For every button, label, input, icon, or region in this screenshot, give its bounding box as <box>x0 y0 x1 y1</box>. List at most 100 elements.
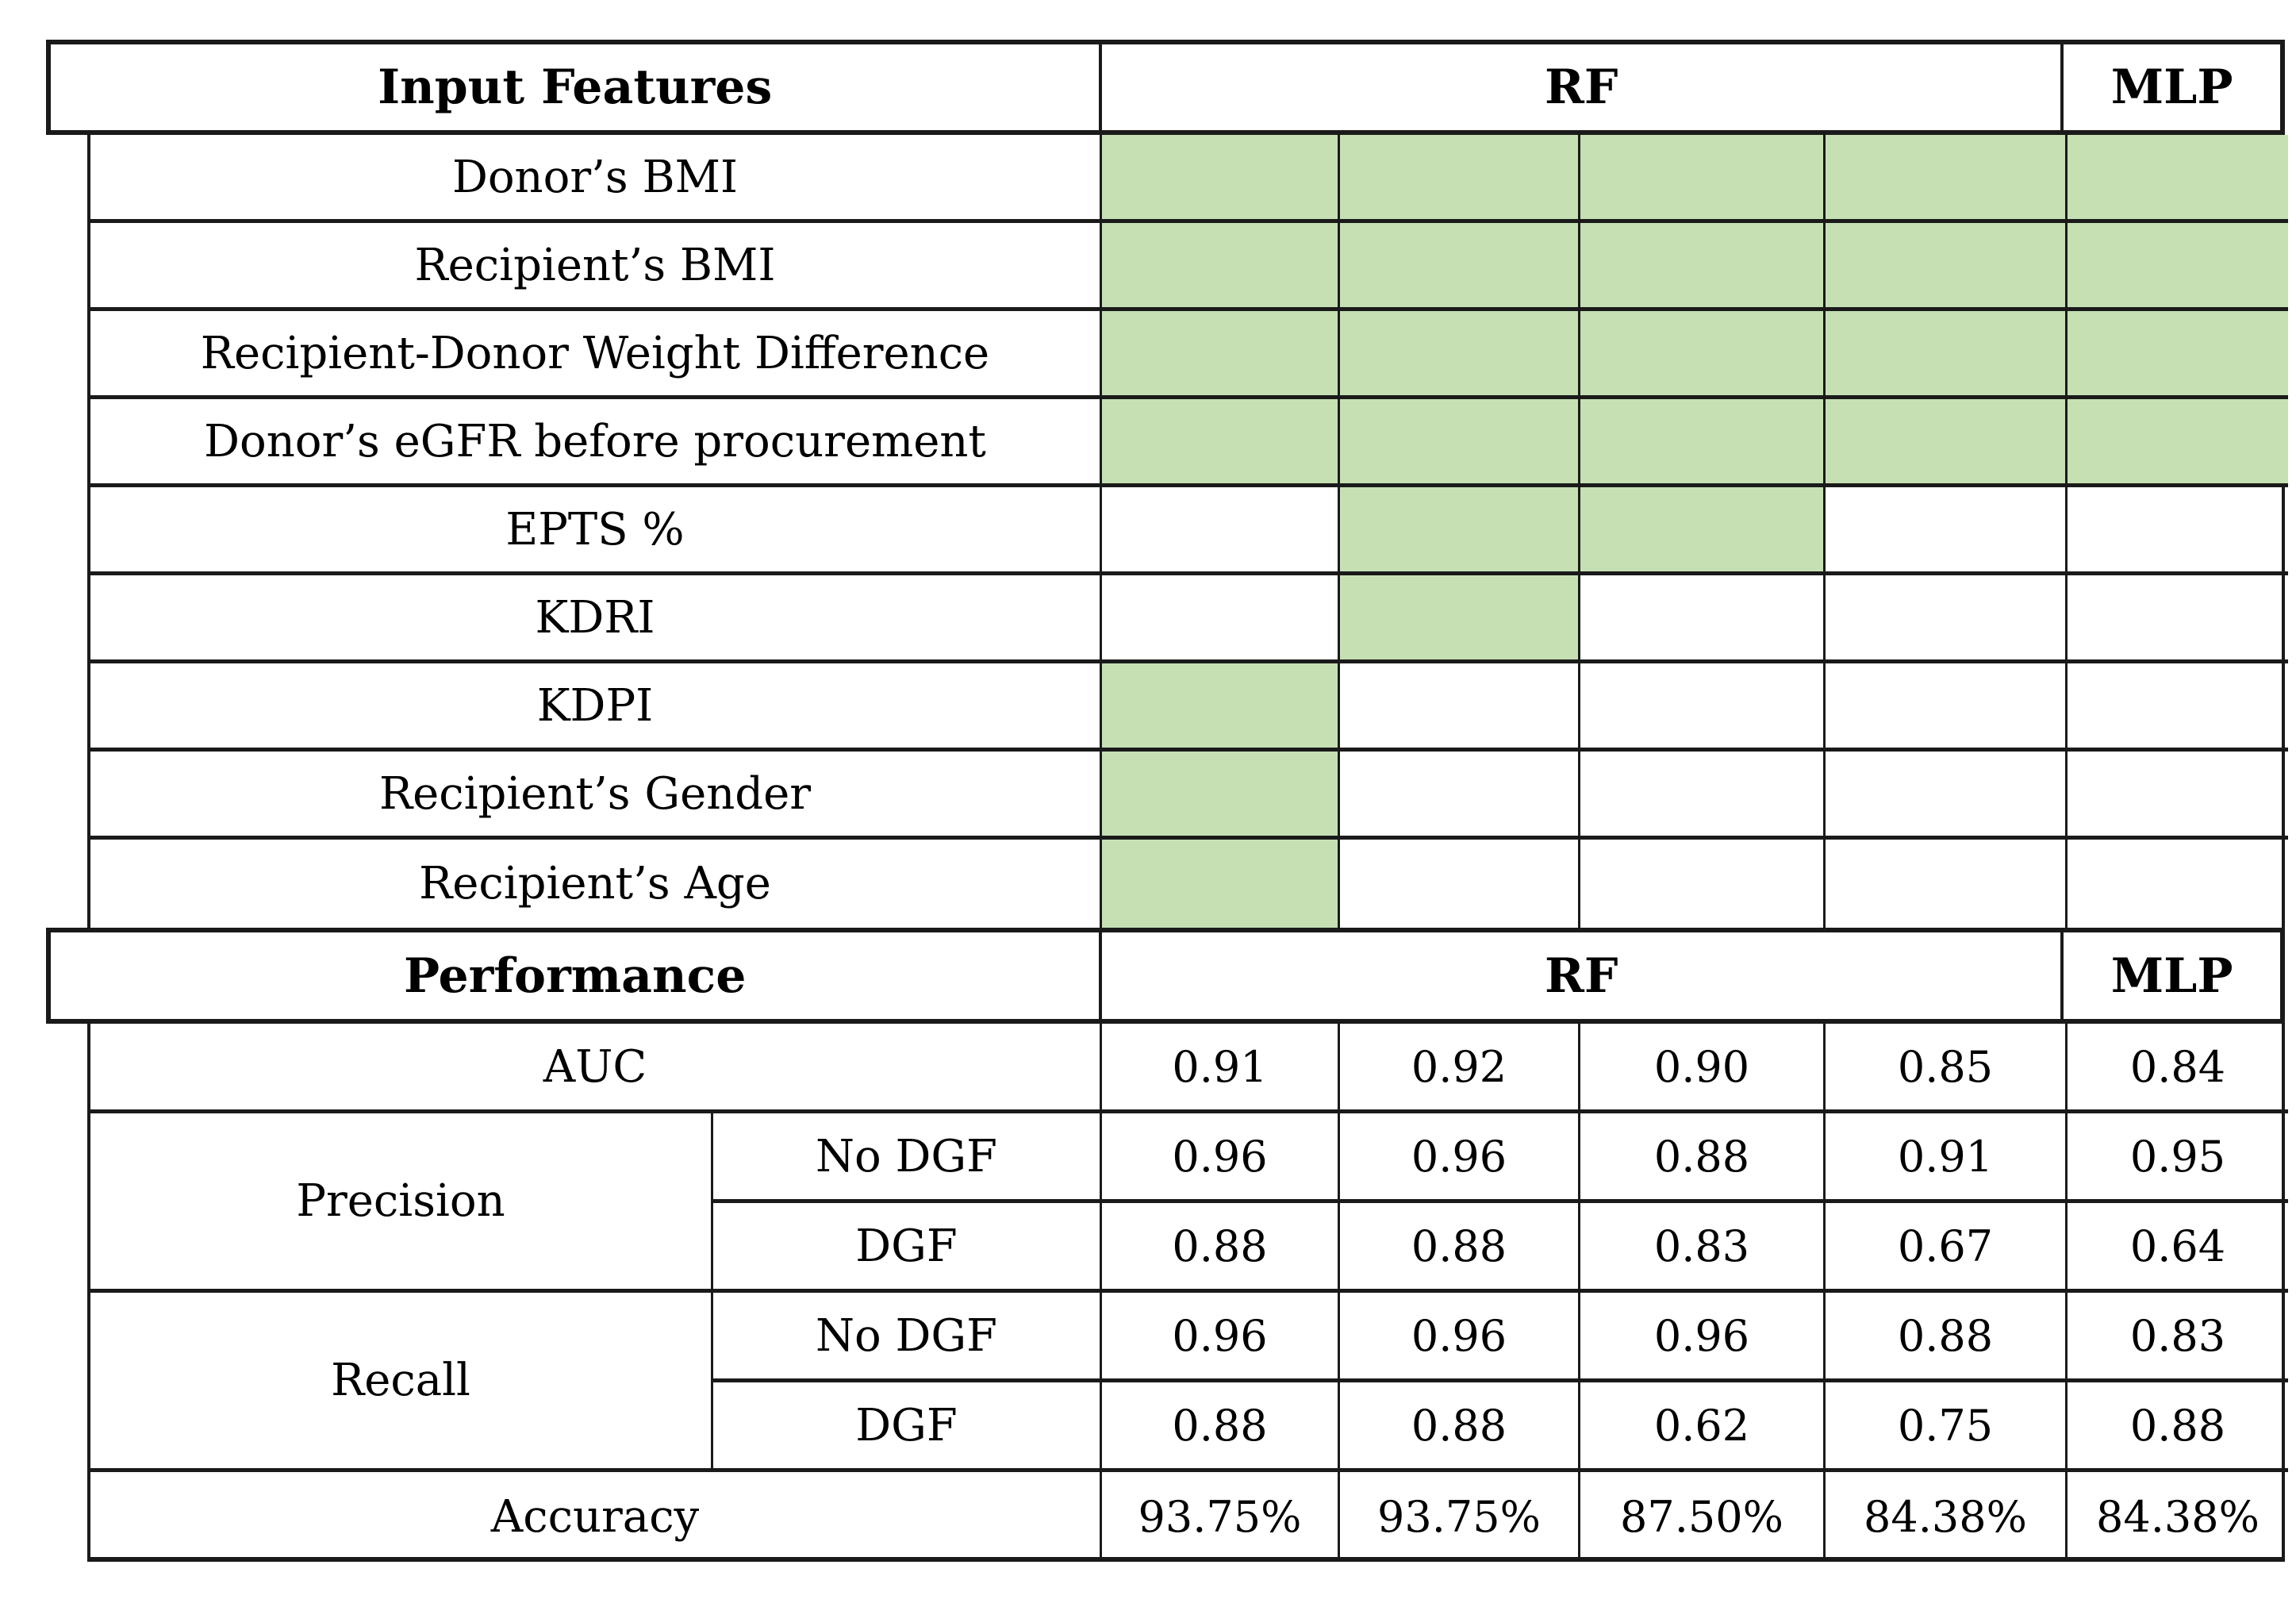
feature-cell <box>2068 311 2288 399</box>
precision-no-dgf-value: 0.88 <box>1580 1113 1826 1203</box>
recall-no-dgf-value: 0.88 <box>1826 1293 2068 1382</box>
feature-matrix: Donor’s BMI Recipient’s BMI Recipient-Do… <box>87 135 2288 928</box>
precision-dgf-value: 0.64 <box>2068 1203 2288 1293</box>
precision-dgf-value: 0.67 <box>1826 1203 2068 1293</box>
performance-header-band: Performance RF MLP <box>46 928 2285 1024</box>
feature-cell <box>2068 135 2288 223</box>
feature-cell <box>1340 135 1580 223</box>
precision-no-dgf-value: 0.91 <box>1826 1113 2068 1203</box>
accuracy-value: 93.75% <box>1340 1472 1580 1562</box>
feature-cell <box>1102 663 1340 752</box>
accuracy-value: 84.38% <box>1826 1472 2068 1562</box>
auc-label: AUC <box>90 1024 1102 1113</box>
feature-cell <box>1580 575 1826 663</box>
rf-column-group-header: RF <box>1099 44 2060 130</box>
recall-no-dgf-value: 0.96 <box>1580 1293 1826 1382</box>
precision-label: Precision <box>90 1113 713 1293</box>
feature-cell <box>1102 135 1340 223</box>
feature-label: EPTS % <box>90 487 1102 575</box>
feature-cell <box>2068 223 2288 311</box>
feature-label: Recipient’s Gender <box>90 752 1102 840</box>
precision-dgf-value: 0.88 <box>1340 1203 1580 1293</box>
feature-cell <box>1340 223 1580 311</box>
feature-cell <box>1826 575 2068 663</box>
recall-dgf-value: 0.75 <box>1826 1382 2068 1472</box>
recall-no-dgf-label: No DGF <box>713 1293 1102 1382</box>
recall-no-dgf-value: 0.96 <box>1340 1293 1580 1382</box>
auc-value: 0.84 <box>2068 1024 2288 1113</box>
feature-cell <box>1580 311 1826 399</box>
precision-dgf-label: DGF <box>713 1203 1102 1293</box>
feature-cell <box>1826 135 2068 223</box>
recall-dgf-label: DGF <box>713 1382 1102 1472</box>
precision-no-dgf-value: 0.96 <box>1102 1113 1340 1203</box>
feature-label: KDPI <box>90 663 1102 752</box>
recall-label: Recall <box>90 1293 713 1472</box>
accuracy-value: 84.38% <box>2096 1492 2260 1542</box>
feature-label: Donor’s eGFR before procurement <box>90 399 1102 487</box>
feature-cell <box>1340 399 1580 487</box>
mlp-column-header: MLP <box>2060 44 2280 130</box>
feature-cell <box>2068 575 2288 663</box>
feature-cell <box>1826 399 2068 487</box>
feature-cell <box>2068 487 2288 575</box>
input-features-header: Input Features <box>378 60 773 115</box>
auc-value: 0.90 <box>1580 1024 1826 1113</box>
feature-cell <box>1102 575 1340 663</box>
recall-no-dgf-value: 0.83 <box>2068 1293 2288 1382</box>
accuracy-value: 87.50% <box>1580 1472 1826 1562</box>
feature-cell <box>1102 840 1340 928</box>
auc-value: 0.85 <box>1826 1024 2068 1113</box>
feature-cell <box>1102 752 1340 840</box>
feature-label: KDRI <box>90 575 1102 663</box>
feature-cell <box>2068 752 2288 840</box>
feature-label: Donor’s BMI <box>90 135 1102 223</box>
rf-column-group-header: RF <box>1099 932 2060 1019</box>
auc-value: 0.92 <box>1340 1024 1580 1113</box>
recall-dgf-value: 0.88 <box>1340 1382 1580 1472</box>
feature-label: Recipient-Donor Weight Difference <box>90 311 1102 399</box>
feature-cell <box>1580 223 1826 311</box>
recall-dgf-value: 0.62 <box>1580 1382 1826 1472</box>
feature-label: Recipient’s BMI <box>90 223 1102 311</box>
precision-no-dgf-value: 0.96 <box>1340 1113 1580 1203</box>
feature-label: Recipient’s Age <box>90 840 1102 928</box>
feature-cell <box>1580 487 1826 575</box>
input-features-header-band: Input Features RF MLP <box>46 40 2285 135</box>
feature-cell <box>2068 840 2288 928</box>
feature-cell <box>1102 311 1340 399</box>
feature-cell <box>1580 752 1826 840</box>
recall-dgf-value: 0.88 <box>1102 1382 1340 1472</box>
feature-cell <box>1826 311 2068 399</box>
feature-cell <box>1580 840 1826 928</box>
recall-dgf-value: 0.88 <box>2068 1382 2288 1472</box>
feature-cell <box>1340 575 1580 663</box>
feature-cell <box>2068 399 2288 487</box>
feature-cell <box>1826 663 2068 752</box>
feature-cell <box>1340 752 1580 840</box>
feature-cell <box>1580 399 1826 487</box>
auc-value: 0.91 <box>1102 1024 1340 1113</box>
feature-cell <box>1580 663 1826 752</box>
feature-cell <box>1826 752 2068 840</box>
feature-cell <box>1826 840 2068 928</box>
precision-no-dgf-label: No DGF <box>713 1113 1102 1203</box>
feature-cell <box>1826 487 2068 575</box>
performance-header: Performance <box>403 948 747 1004</box>
feature-cell <box>1340 663 1580 752</box>
accuracy-label: Accuracy <box>90 1472 1102 1562</box>
feature-cell <box>1826 223 2068 311</box>
feature-cell <box>1340 311 1580 399</box>
accuracy-value: 93.75% <box>1102 1472 1340 1562</box>
feature-cell <box>1340 487 1580 575</box>
feature-cell <box>1340 840 1580 928</box>
precision-dgf-value: 0.88 <box>1102 1203 1340 1293</box>
feature-cell <box>1102 487 1340 575</box>
feature-cell <box>1102 223 1340 311</box>
precision-no-dgf-value: 0.95 <box>2068 1113 2288 1203</box>
feature-cell <box>1580 135 1826 223</box>
precision-dgf-value: 0.83 <box>1580 1203 1826 1293</box>
mlp-column-header: MLP <box>2060 932 2280 1019</box>
recall-no-dgf-value: 0.96 <box>1102 1293 1340 1382</box>
